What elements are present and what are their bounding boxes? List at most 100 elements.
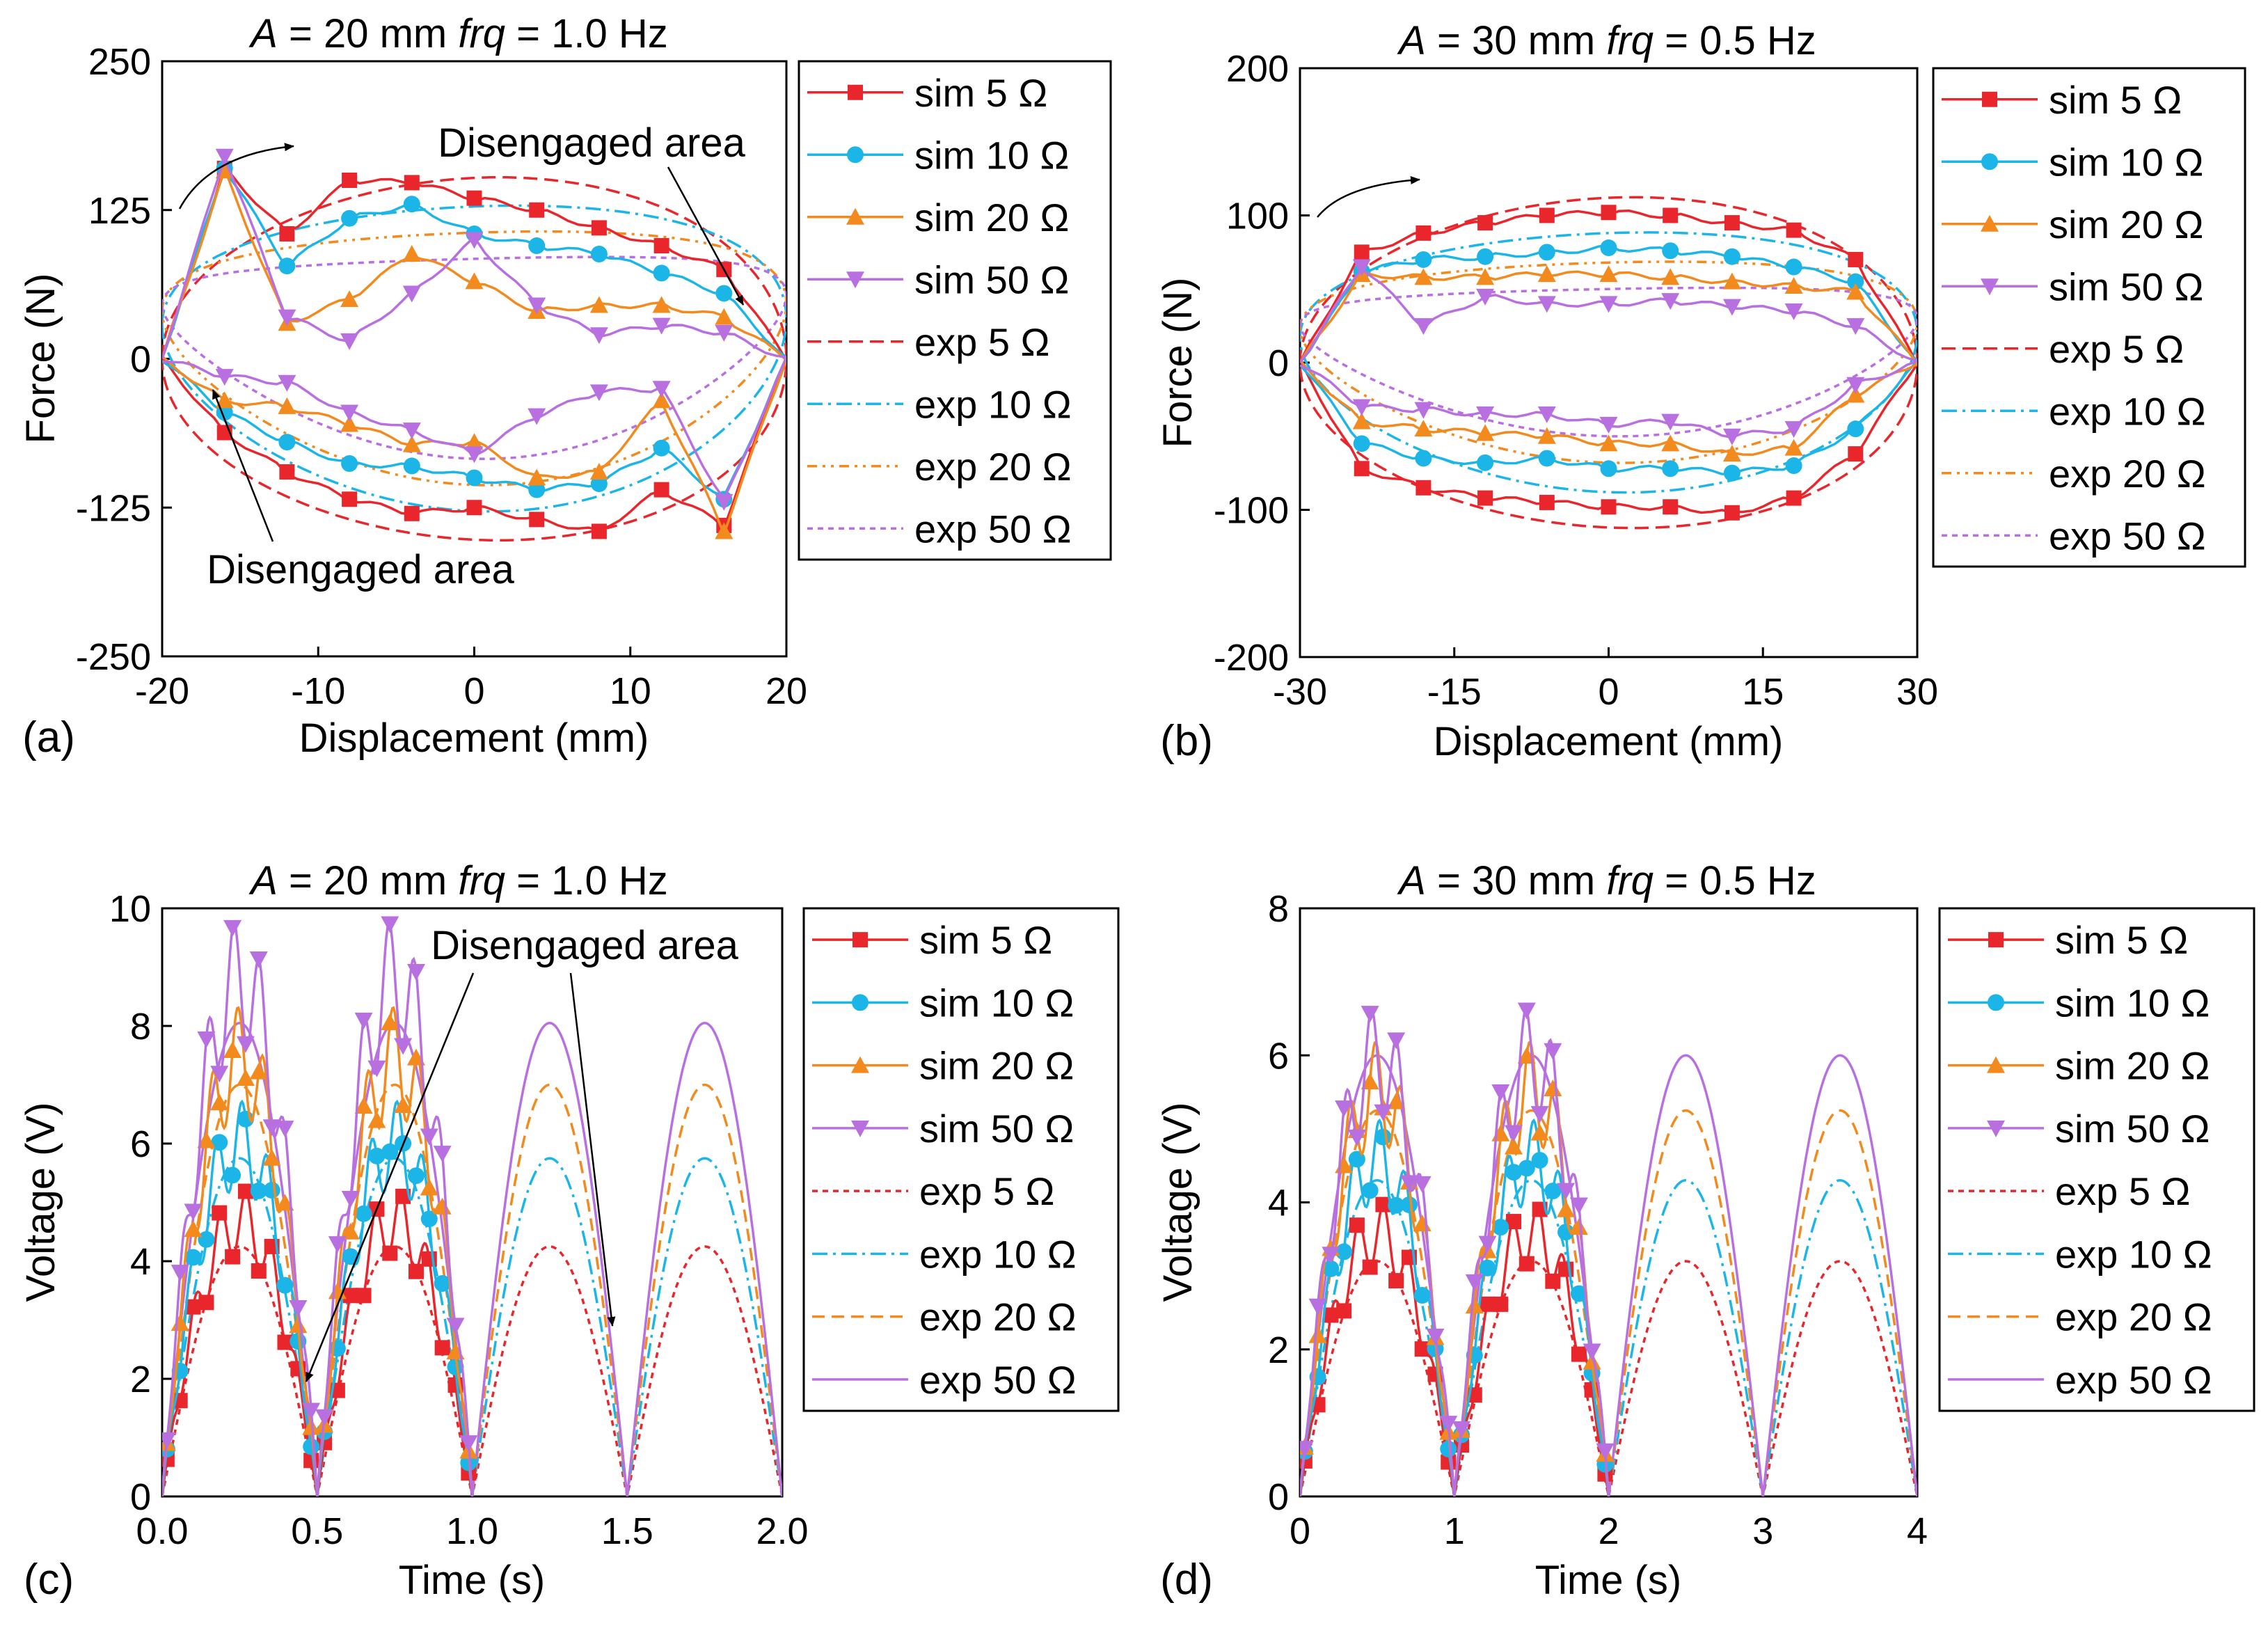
marker <box>1478 1235 1497 1253</box>
legend-item-sim-10-ohm: sim 10 Ω <box>807 133 1069 177</box>
marker <box>278 374 296 392</box>
marker <box>1361 1073 1379 1090</box>
marker <box>408 1263 424 1279</box>
x-axis-label: Displacement (mm) <box>299 716 649 761</box>
marker <box>215 391 234 409</box>
marker <box>211 1134 228 1151</box>
legend-item-sim-5-ohm: sim 5 Ω <box>807 71 1047 115</box>
legend-label: sim 50 Ω <box>914 258 1069 301</box>
series-exp-5-ohm <box>1300 1260 1917 1496</box>
marker <box>528 408 546 425</box>
legend-item-exp-5-ohm: exp 5 Ω <box>1948 1169 2190 1213</box>
marker <box>210 1066 229 1083</box>
series-exp-20-ohm <box>162 1083 782 1496</box>
series-markers-sim-20-ohm <box>215 161 733 539</box>
marker <box>1600 239 1617 257</box>
legend-marker <box>1987 1120 2005 1137</box>
marker <box>354 1097 373 1114</box>
marker <box>433 1197 452 1215</box>
marker <box>394 1096 413 1114</box>
y-axis-label: Voltage (V) <box>18 1103 63 1302</box>
series-sim-5-ohm <box>162 1189 474 1496</box>
marker <box>465 433 484 450</box>
y-tick-label: 8 <box>130 1006 151 1048</box>
marker <box>1335 1100 1354 1118</box>
marker <box>341 1191 360 1208</box>
annotation-arrow <box>667 166 745 306</box>
marker <box>1600 460 1617 477</box>
marker <box>236 1069 255 1086</box>
y-tick-label: 10 <box>109 888 151 930</box>
y-tick-label: -250 <box>76 636 151 678</box>
marker <box>1322 1260 1340 1277</box>
marker <box>1786 222 1802 238</box>
panel-c: 0.0 0.5 1.0 1.5 2.0 0 2 4 6 8 10 Time (s) Voltage (V… <box>18 858 1120 1604</box>
marker <box>1538 244 1555 261</box>
chart-title: A = 30 mm frq = 0.5 Hz <box>1397 18 1816 63</box>
marker <box>1724 505 1740 521</box>
y-tick-label: -125 <box>76 487 151 529</box>
marker <box>278 397 296 414</box>
marker <box>1722 428 1741 445</box>
marker <box>715 285 733 302</box>
marker <box>1570 1285 1587 1302</box>
legend-marker <box>1988 994 2004 1011</box>
series-sim-5-ohm <box>1300 1202 1610 1496</box>
marker <box>1539 207 1555 223</box>
marker <box>263 1182 280 1199</box>
marker <box>1388 1273 1404 1289</box>
legend-item-sim-10-ohm: sim 10 Ω <box>1942 140 2203 184</box>
panel-label: (a) <box>22 713 75 761</box>
series-exp-20-ohm <box>1300 1109 1917 1496</box>
marker <box>1537 296 1556 313</box>
marker <box>1477 215 1493 231</box>
series-markers-sim-50-ohm <box>1300 1002 1615 1460</box>
legend-marker <box>1982 91 1997 107</box>
legend-box <box>798 60 1112 561</box>
legend-item-exp-20-ohm: exp 20 Ω <box>807 445 1072 489</box>
legend-label: sim 5 Ω <box>919 918 1052 962</box>
series-markers-sim-50-ohm <box>162 916 478 1453</box>
y-tick-label: -200 <box>1214 637 1289 679</box>
marker <box>215 148 234 166</box>
series-sim-5-ohm <box>1300 210 1917 514</box>
marker <box>1505 1125 1523 1142</box>
marker <box>1374 1104 1393 1121</box>
legend-label: exp 5 Ω <box>2049 327 2184 371</box>
marker <box>1544 1080 1562 1097</box>
marker <box>381 916 399 933</box>
marker <box>407 1167 425 1185</box>
marker <box>1662 242 1679 260</box>
marker <box>1599 416 1618 434</box>
series-exp-5-ohm <box>162 176 786 542</box>
marker <box>1583 1352 1601 1370</box>
marker <box>302 1402 321 1420</box>
marker <box>1361 1182 1379 1199</box>
marker <box>404 505 420 521</box>
marker <box>1847 420 1864 438</box>
marker <box>224 1167 241 1184</box>
marker <box>465 232 484 249</box>
series-markers-sim-10-ohm <box>216 159 733 508</box>
marker <box>341 1222 360 1240</box>
marker <box>1846 386 1865 403</box>
y-axis-label: Force (N) <box>18 274 63 444</box>
marker <box>528 237 546 255</box>
marker <box>1784 438 1803 456</box>
marker <box>1361 1006 1379 1023</box>
marker <box>589 462 608 480</box>
y-tick-label: 0 <box>1268 342 1289 384</box>
legend-box <box>1938 907 2255 1412</box>
marker <box>315 1409 334 1426</box>
series-exp-10-ohm <box>162 204 786 513</box>
marker <box>1323 1307 1339 1323</box>
legend-item-sim-50-ohm: sim 50 Ω <box>807 258 1069 301</box>
marker <box>1476 406 1495 424</box>
marker <box>340 333 359 350</box>
marker <box>1517 1002 1536 1020</box>
annotation-arrow <box>305 972 475 1382</box>
plot-area <box>1300 196 1917 530</box>
plot-area <box>162 148 786 542</box>
marker <box>1415 225 1432 241</box>
marker <box>1784 303 1803 320</box>
